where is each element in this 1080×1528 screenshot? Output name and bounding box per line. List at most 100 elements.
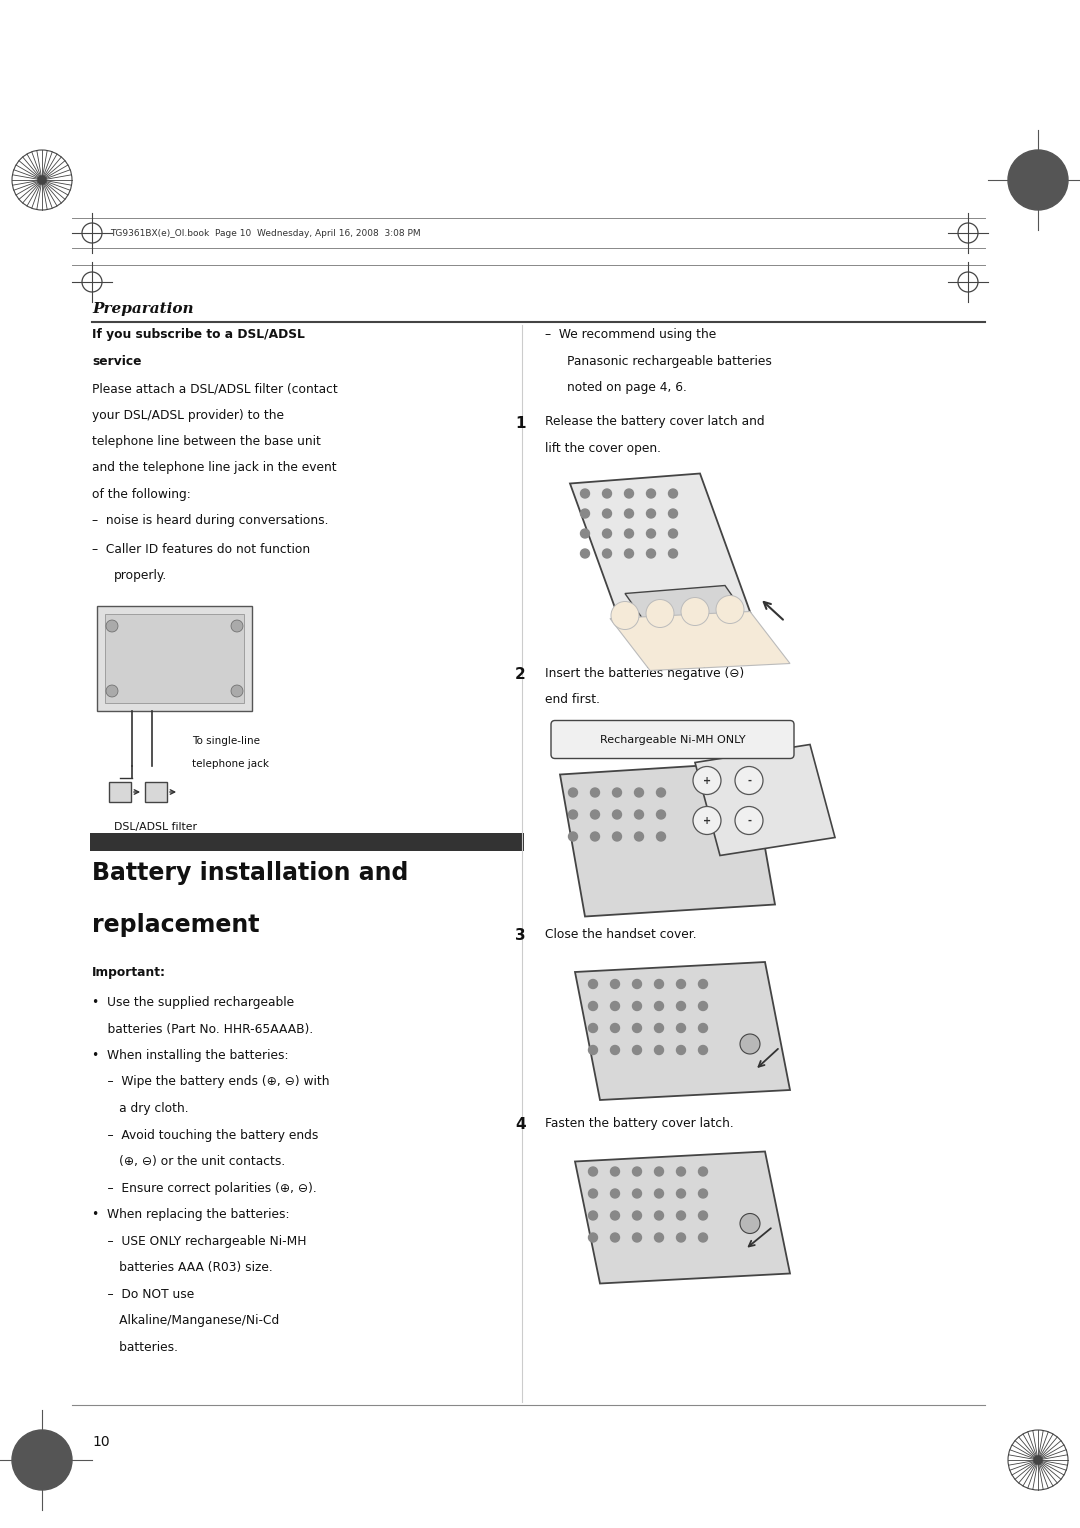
Circle shape <box>699 1001 707 1010</box>
Circle shape <box>589 1045 597 1054</box>
Text: –  Ensure correct polarities (⊕, ⊖).: – Ensure correct polarities (⊕, ⊖). <box>92 1181 316 1195</box>
Circle shape <box>568 788 578 798</box>
Circle shape <box>591 810 599 819</box>
Circle shape <box>693 767 721 795</box>
Text: Preparation: Preparation <box>92 303 193 316</box>
Circle shape <box>681 597 708 625</box>
Circle shape <box>612 788 621 798</box>
Circle shape <box>624 509 634 518</box>
Circle shape <box>635 833 644 840</box>
Text: 4: 4 <box>515 1117 526 1132</box>
Text: TG9361BX(e)_OI.book  Page 10  Wednesday, April 16, 2008  3:08 PM: TG9361BX(e)_OI.book Page 10 Wednesday, A… <box>110 229 420 237</box>
Text: Close the handset cover.: Close the handset cover. <box>545 927 697 941</box>
Circle shape <box>610 1212 620 1219</box>
Text: 1: 1 <box>515 416 526 431</box>
Text: batteries.: batteries. <box>92 1340 178 1354</box>
Text: your DSL/ADSL provider) to the: your DSL/ADSL provider) to the <box>92 408 284 422</box>
Text: and the telephone line jack in the event: and the telephone line jack in the event <box>92 461 337 475</box>
Circle shape <box>654 1045 663 1054</box>
Text: replacement: replacement <box>92 914 259 937</box>
Circle shape <box>735 767 762 795</box>
Circle shape <box>106 685 118 697</box>
Circle shape <box>699 1045 707 1054</box>
Polygon shape <box>561 762 775 917</box>
Circle shape <box>589 1167 597 1177</box>
FancyBboxPatch shape <box>551 721 794 758</box>
Text: Insert the batteries negative (⊖): Insert the batteries negative (⊖) <box>545 666 744 680</box>
Text: –  Do NOT use: – Do NOT use <box>92 1288 194 1300</box>
Circle shape <box>611 602 639 630</box>
Circle shape <box>657 833 665 840</box>
Text: (⊕, ⊖) or the unit contacts.: (⊕, ⊖) or the unit contacts. <box>92 1155 285 1167</box>
Circle shape <box>699 1233 707 1242</box>
Circle shape <box>647 529 656 538</box>
Circle shape <box>610 1045 620 1054</box>
Text: •  Use the supplied rechargeable: • Use the supplied rechargeable <box>92 996 294 1008</box>
Text: lift the cover open.: lift the cover open. <box>545 442 661 455</box>
Circle shape <box>676 1001 686 1010</box>
Text: Release the battery cover latch and: Release the battery cover latch and <box>545 416 765 428</box>
Circle shape <box>633 1212 642 1219</box>
Circle shape <box>654 1167 663 1177</box>
Circle shape <box>699 1167 707 1177</box>
Circle shape <box>669 529 677 538</box>
Text: DSL/ADSL filter: DSL/ADSL filter <box>114 822 197 833</box>
FancyBboxPatch shape <box>145 782 167 802</box>
Circle shape <box>568 833 578 840</box>
Text: –  We recommend using the: – We recommend using the <box>545 329 716 341</box>
Polygon shape <box>575 1152 789 1284</box>
Text: -: - <box>747 816 751 825</box>
Circle shape <box>568 810 578 819</box>
Circle shape <box>669 549 677 558</box>
Text: If you subscribe to a DSL/ADSL: If you subscribe to a DSL/ADSL <box>92 329 305 341</box>
Circle shape <box>610 1189 620 1198</box>
Circle shape <box>654 1233 663 1242</box>
Text: Please attach a DSL/ADSL filter (contact: Please attach a DSL/ADSL filter (contact <box>92 382 338 396</box>
Circle shape <box>610 979 620 989</box>
Circle shape <box>676 1212 686 1219</box>
Circle shape <box>699 1212 707 1219</box>
Circle shape <box>589 979 597 989</box>
Text: Fasten the battery cover latch.: Fasten the battery cover latch. <box>545 1117 733 1131</box>
Circle shape <box>654 1024 663 1033</box>
Text: 2: 2 <box>515 666 526 681</box>
Circle shape <box>676 1024 686 1033</box>
Text: 3: 3 <box>515 927 526 943</box>
Circle shape <box>654 1189 663 1198</box>
Circle shape <box>676 1045 686 1054</box>
Text: –  USE ONLY rechargeable Ni-MH: – USE ONLY rechargeable Ni-MH <box>92 1235 307 1247</box>
Circle shape <box>654 979 663 989</box>
Polygon shape <box>696 744 835 856</box>
Circle shape <box>1008 150 1068 209</box>
Circle shape <box>633 1024 642 1033</box>
Circle shape <box>603 549 611 558</box>
Text: 10: 10 <box>92 1435 110 1449</box>
Circle shape <box>676 1189 686 1198</box>
Text: +: + <box>703 776 711 785</box>
Circle shape <box>612 810 621 819</box>
Circle shape <box>654 1212 663 1219</box>
Circle shape <box>610 1167 620 1177</box>
Circle shape <box>591 788 599 798</box>
Circle shape <box>231 685 243 697</box>
Text: noted on page 4, 6.: noted on page 4, 6. <box>567 380 687 394</box>
Text: –  Wipe the battery ends (⊕, ⊖) with: – Wipe the battery ends (⊕, ⊖) with <box>92 1076 329 1088</box>
FancyBboxPatch shape <box>90 833 524 851</box>
Circle shape <box>624 489 634 498</box>
Polygon shape <box>625 585 755 637</box>
Text: Panasonic rechargeable batteries: Panasonic rechargeable batteries <box>567 354 772 368</box>
Circle shape <box>633 1233 642 1242</box>
Polygon shape <box>575 963 789 1100</box>
Circle shape <box>589 1212 597 1219</box>
Circle shape <box>646 599 674 628</box>
Circle shape <box>603 509 611 518</box>
Circle shape <box>231 620 243 633</box>
Text: telephone line between the base unit: telephone line between the base unit <box>92 435 321 448</box>
Circle shape <box>657 788 665 798</box>
Circle shape <box>633 1001 642 1010</box>
Circle shape <box>589 1024 597 1033</box>
Polygon shape <box>570 474 755 636</box>
FancyBboxPatch shape <box>109 782 131 802</box>
Text: +: + <box>703 816 711 825</box>
Circle shape <box>635 810 644 819</box>
